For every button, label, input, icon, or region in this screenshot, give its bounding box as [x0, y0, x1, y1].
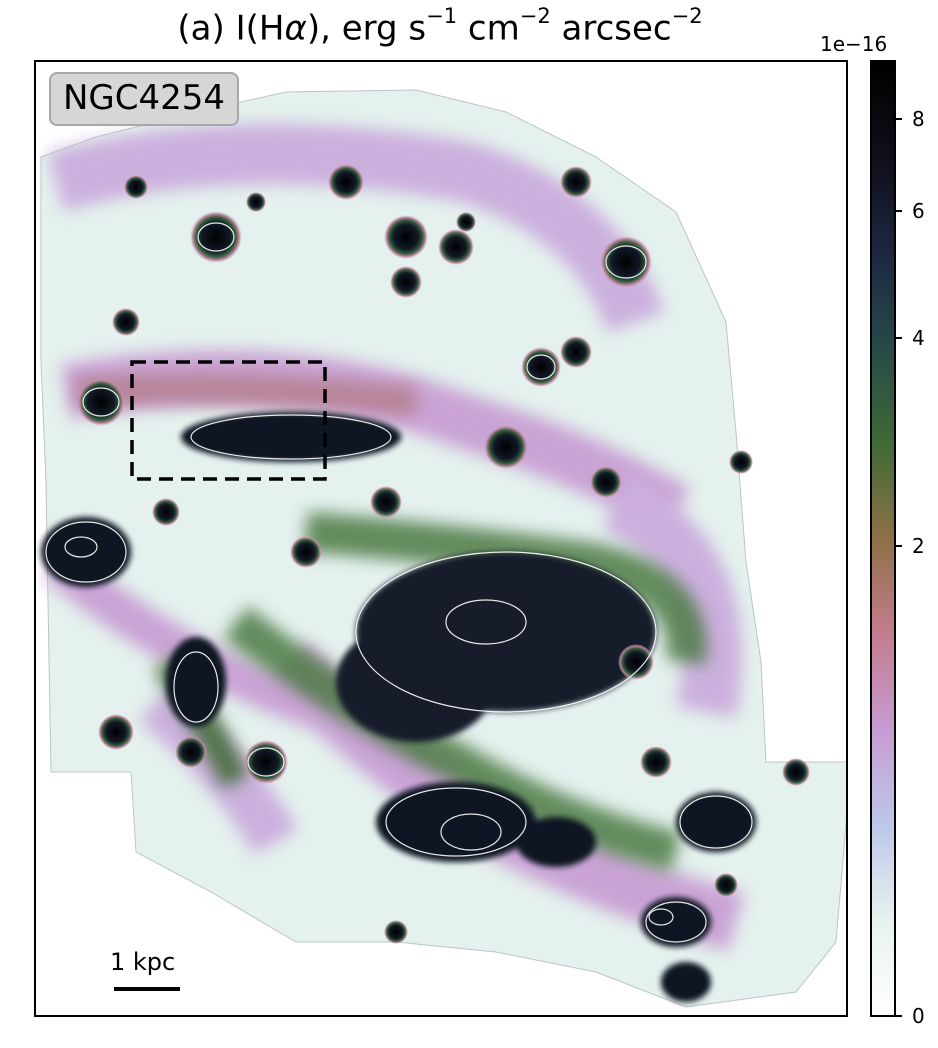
colorbar-tick — [896, 210, 902, 212]
colorbar-tick-label: 0 — [912, 1004, 925, 1028]
colorbar-tick — [896, 545, 902, 547]
colorbar-tick-label: 6 — [912, 199, 925, 223]
halpha-map-panel: NGC4254 1 kpc — [34, 60, 848, 1017]
colorbar — [870, 60, 896, 1017]
scale-bar — [114, 987, 180, 991]
halpha-map-image — [40, 89, 846, 1008]
colorbar-tick-label: 2 — [912, 534, 925, 558]
colorbar-tick — [896, 1015, 902, 1017]
colorbar-tick-label: 8 — [912, 107, 925, 131]
figure-title: (a) I(Hα), erg s−1 cm−2 arcsec−2 — [177, 4, 703, 49]
colorbar-tick — [896, 337, 902, 339]
colorbar-tick-label: 4 — [912, 326, 925, 350]
scale-bar-label: 1 kpc — [110, 948, 176, 976]
zoom-region-box — [130, 360, 327, 481]
colorbar-tick — [896, 118, 902, 120]
galaxy-name-label: NGC4254 — [49, 72, 240, 126]
colorbar-multiplier: 1e−16 — [820, 32, 888, 56]
